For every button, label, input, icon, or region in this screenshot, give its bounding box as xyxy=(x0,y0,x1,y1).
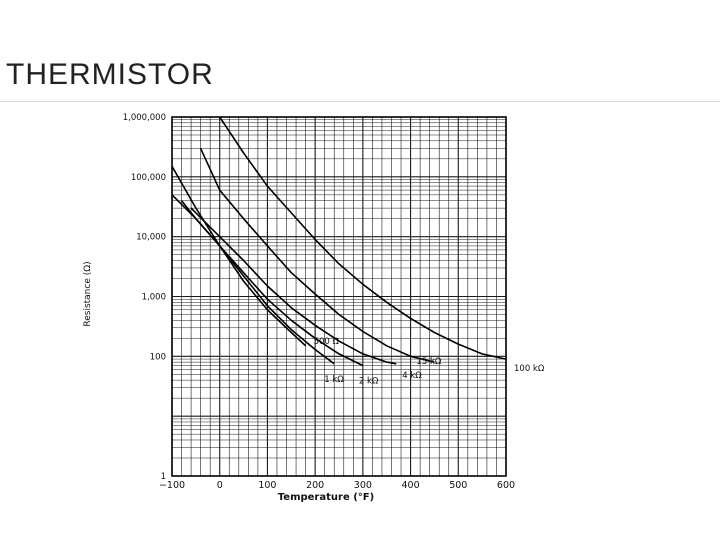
series-line xyxy=(180,200,364,367)
curve-labels: 500 Ω 1 kΩ 2 kΩ 4 kΩ 15 kΩ 100 kΩ xyxy=(314,337,545,387)
series-line xyxy=(219,116,507,360)
x-axis-label: Temperature (°F) xyxy=(278,492,374,503)
curve-label: 15 kΩ xyxy=(416,357,441,367)
x-tick-label: 100 xyxy=(258,480,276,491)
slide-title: THERMISTOR xyxy=(6,58,214,91)
x-tick-label: 500 xyxy=(449,480,467,491)
y-tick-labels: 1 100 1,000 10,000 100,000 1,000,000 xyxy=(123,113,166,482)
x-tick-label: 0 xyxy=(217,480,223,491)
y-axis-label: Resistance (Ω) xyxy=(83,261,93,326)
x-tick-labels: −100 0 100 200 300 400 500 600 xyxy=(159,480,515,491)
x-tick-label: 200 xyxy=(306,480,324,491)
x-tick-label: 400 xyxy=(402,480,420,491)
series-line xyxy=(171,165,307,347)
chart-canvas: −100 0 100 200 300 400 500 600 11001,00010,0001… xyxy=(83,113,545,503)
curve-label: 1 kΩ xyxy=(324,375,344,385)
y-tick-label: 1 xyxy=(161,472,166,482)
series-lines xyxy=(171,116,507,367)
series-line xyxy=(199,147,435,363)
curve-label: 500 Ω xyxy=(314,337,340,347)
curve-label: 2 kΩ xyxy=(359,377,379,387)
thermistor-chart: −100 0 100 200 300 400 500 600 1 100 1,000 10,000 1… xyxy=(60,102,565,510)
x-tick-label: 600 xyxy=(497,480,515,491)
plot-border xyxy=(171,116,507,477)
x-tick-label: 300 xyxy=(354,480,372,491)
x-tick-label: −100 xyxy=(159,480,185,491)
curve-label: 100 kΩ xyxy=(514,364,545,374)
plot-frame xyxy=(171,116,507,477)
y-tick-label: 1,000,000 xyxy=(123,113,166,123)
y-tick-label: 100 xyxy=(150,352,166,362)
y-tick-label: 1,000 xyxy=(142,293,166,303)
y-tick-label: 10,000 xyxy=(136,233,166,243)
grid-lines xyxy=(171,117,507,477)
curve-label: 4 kΩ xyxy=(402,371,422,381)
series-line xyxy=(190,207,397,365)
title-divider xyxy=(0,101,720,102)
y-tick-label: 100,000 xyxy=(131,173,166,183)
